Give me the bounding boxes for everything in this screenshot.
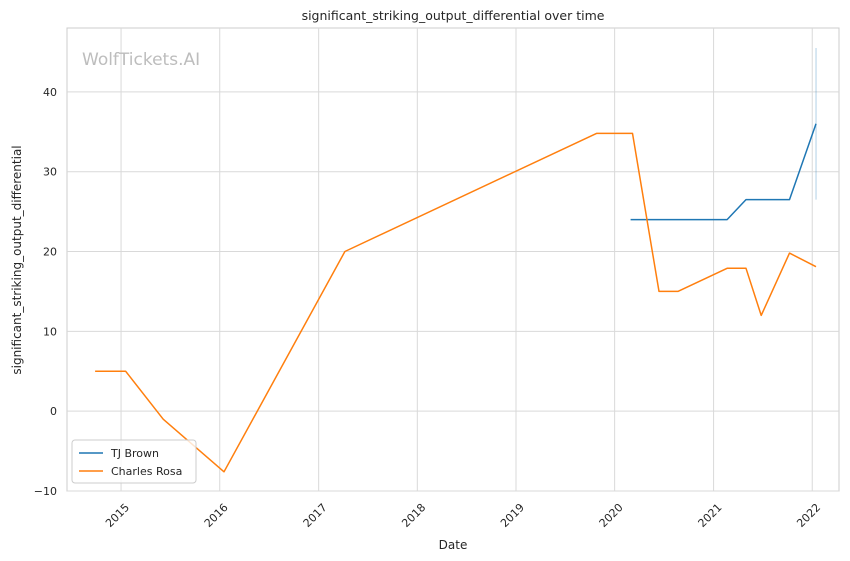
y-tick-label: 20 <box>43 246 57 259</box>
grid-lines <box>67 28 839 492</box>
series-lines <box>95 123 817 473</box>
plot-area <box>66 27 840 492</box>
legend-box <box>71 439 197 484</box>
y-tick-label: 40 <box>43 86 57 99</box>
y-axis-label: significant_striking_output_differential <box>10 145 24 374</box>
legend-label-charles-rosa: Charles Rosa <box>111 465 182 478</box>
x-axis-label: Date <box>439 538 468 552</box>
y-tick-label: 10 <box>43 325 57 338</box>
watermark: WolfTickets.AI <box>82 50 200 70</box>
legend: TJ Brown Charles Rosa <box>71 439 197 484</box>
y-tick-label: 0 <box>50 405 57 418</box>
legend-label-tj-brown: TJ Brown <box>110 447 159 460</box>
y-axis-ticks: −10 0 10 20 30 40 <box>34 86 57 498</box>
y-tick-label: −10 <box>34 485 57 498</box>
chart-title: significant_striking_output_differential… <box>302 8 605 23</box>
y-tick-label: 30 <box>43 166 57 179</box>
series-line-tj-brown <box>630 123 817 221</box>
series-line-charles-rosa <box>95 132 817 473</box>
